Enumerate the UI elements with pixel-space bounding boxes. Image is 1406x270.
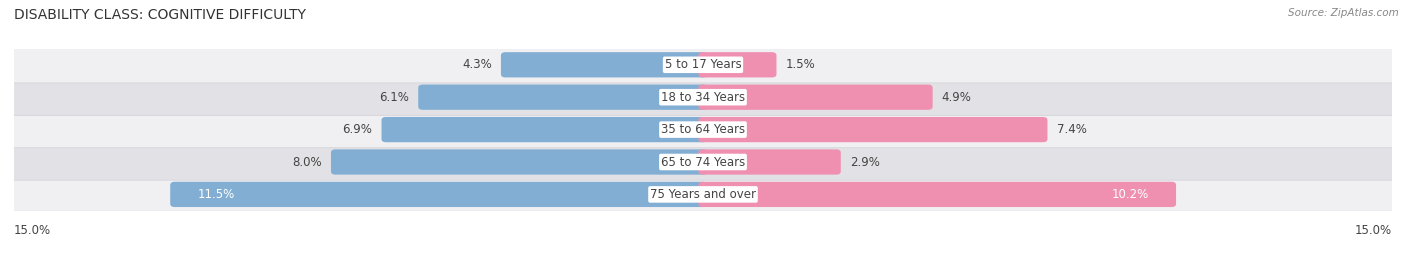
- FancyBboxPatch shape: [330, 149, 707, 175]
- FancyBboxPatch shape: [699, 85, 932, 110]
- Text: 5 to 17 Years: 5 to 17 Years: [665, 58, 741, 71]
- FancyBboxPatch shape: [170, 182, 707, 207]
- Text: 11.5%: 11.5%: [198, 188, 235, 201]
- Text: 15.0%: 15.0%: [14, 224, 51, 237]
- FancyBboxPatch shape: [418, 85, 707, 110]
- FancyBboxPatch shape: [699, 117, 1047, 142]
- FancyBboxPatch shape: [7, 112, 1399, 148]
- FancyBboxPatch shape: [7, 144, 1399, 180]
- FancyBboxPatch shape: [699, 149, 841, 175]
- Text: 4.9%: 4.9%: [942, 91, 972, 104]
- FancyBboxPatch shape: [381, 117, 707, 142]
- FancyBboxPatch shape: [7, 176, 1399, 212]
- FancyBboxPatch shape: [699, 182, 1175, 207]
- Text: 75 Years and over: 75 Years and over: [650, 188, 756, 201]
- FancyBboxPatch shape: [501, 52, 707, 77]
- Text: 65 to 74 Years: 65 to 74 Years: [661, 156, 745, 168]
- Text: 4.3%: 4.3%: [463, 58, 492, 71]
- Text: 6.9%: 6.9%: [343, 123, 373, 136]
- Text: 7.4%: 7.4%: [1057, 123, 1087, 136]
- Text: 2.9%: 2.9%: [851, 156, 880, 168]
- Text: 18 to 34 Years: 18 to 34 Years: [661, 91, 745, 104]
- Text: 1.5%: 1.5%: [786, 58, 815, 71]
- Text: DISABILITY CLASS: COGNITIVE DIFFICULTY: DISABILITY CLASS: COGNITIVE DIFFICULTY: [14, 8, 307, 22]
- Text: Source: ZipAtlas.com: Source: ZipAtlas.com: [1288, 8, 1399, 18]
- FancyBboxPatch shape: [699, 52, 776, 77]
- FancyBboxPatch shape: [7, 79, 1399, 115]
- Text: 8.0%: 8.0%: [292, 156, 322, 168]
- Text: 15.0%: 15.0%: [1355, 224, 1392, 237]
- Text: 10.2%: 10.2%: [1111, 188, 1149, 201]
- Text: 35 to 64 Years: 35 to 64 Years: [661, 123, 745, 136]
- FancyBboxPatch shape: [7, 47, 1399, 83]
- Text: 6.1%: 6.1%: [380, 91, 409, 104]
